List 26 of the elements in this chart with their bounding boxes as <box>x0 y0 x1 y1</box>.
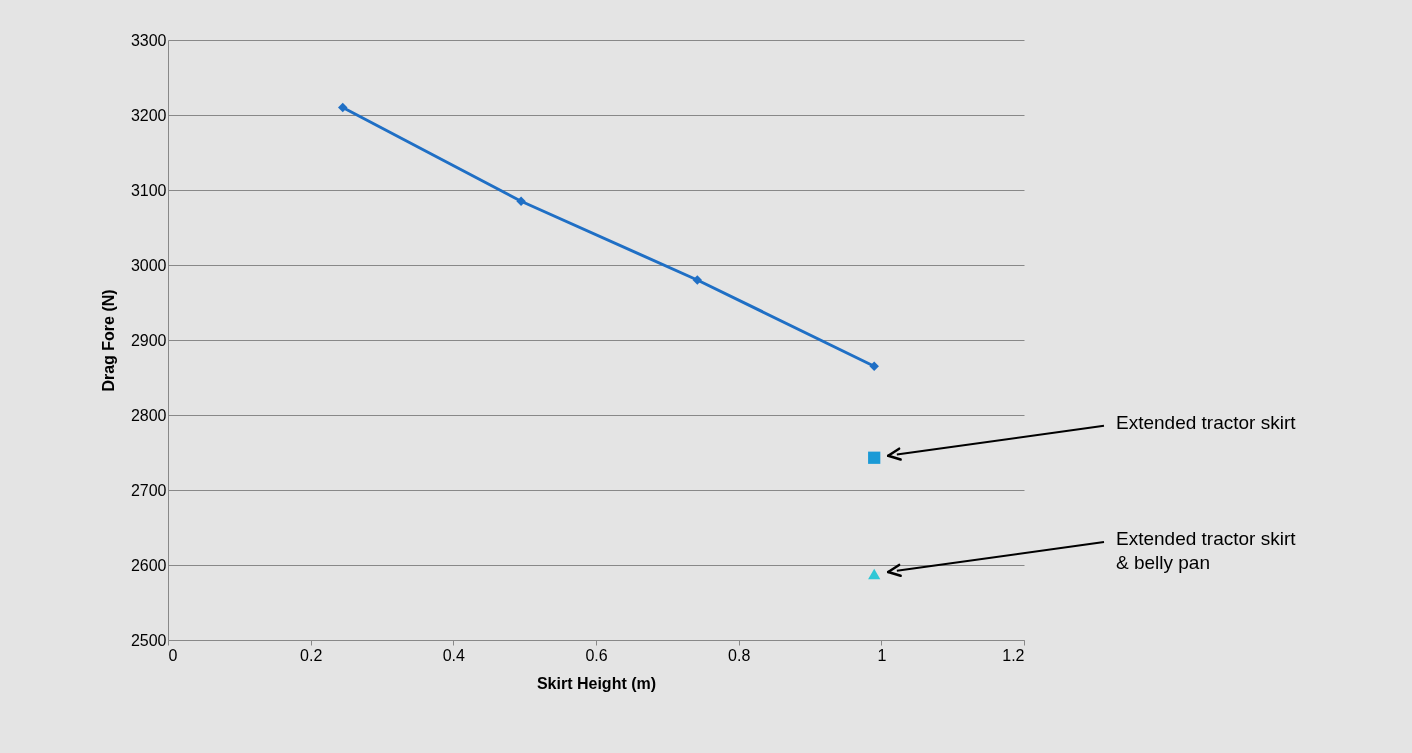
y-tick-label: 3200 <box>130 106 167 124</box>
x-tick-label: 1.2 <box>1002 646 1025 664</box>
point <box>692 275 703 285</box>
x-tick-label: 0.2 <box>300 646 323 664</box>
y-tick-label: 2900 <box>130 331 167 349</box>
point <box>869 361 879 371</box>
y-tick-label: 3300 <box>130 31 167 49</box>
x-tick-label: 0 <box>168 646 178 664</box>
point <box>868 451 881 464</box>
x-tick-label: 0.6 <box>585 646 608 664</box>
x-tick-label: 0.4 <box>442 646 466 664</box>
y-tick-label: 2500 <box>130 631 167 649</box>
point <box>516 196 526 206</box>
x-axis-title: Skirt Height (m) <box>536 674 657 692</box>
x-tick-label: 0.8 <box>728 646 751 664</box>
text: Extended tractor skirt & belly pan <box>1116 528 1297 573</box>
x-tick-label: 1 <box>877 646 887 664</box>
y-tick-label: 2800 <box>130 406 167 424</box>
y-tick-label: 3100 <box>130 181 167 199</box>
y-tick-label: 2700 <box>130 481 167 499</box>
point <box>338 102 348 113</box>
point <box>868 568 881 580</box>
y-axis-title: Drag Fore (N) <box>99 289 117 392</box>
text: Extended tractor skirt <box>1116 411 1297 433</box>
y-tick-label: 2600 <box>130 556 167 574</box>
y-tick-label: 3000 <box>130 256 167 274</box>
